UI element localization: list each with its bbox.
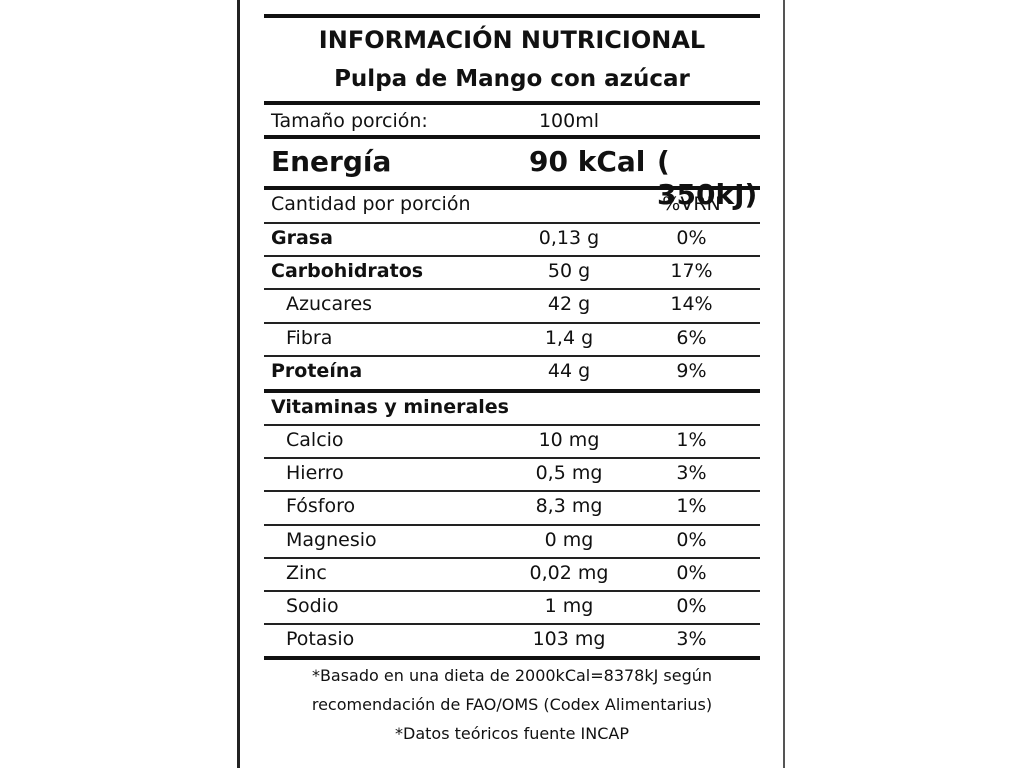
mineral-row-zinc: Zinc 0,02 mg 0% xyxy=(264,558,760,591)
section-rule xyxy=(264,389,760,393)
nutrient-pct: 3% xyxy=(676,462,707,484)
nutrition-label: INFORMACIÓN NUTRICIONAL Pulpa de Mango c… xyxy=(237,0,785,768)
serving-value: 100ml xyxy=(538,110,600,132)
nutrient-pct: 0% xyxy=(676,529,707,551)
footnote-line-1: *Basado en una dieta de 2000kCal=8378kJ … xyxy=(311,666,713,685)
nutrient-pct: 0% xyxy=(676,227,707,249)
nutrient-name: Hierro xyxy=(286,462,344,484)
divider xyxy=(264,255,760,257)
nutrient-pct: 1% xyxy=(676,495,707,517)
serving-row: Tamaño porción: 100ml xyxy=(264,106,760,139)
nutrient-amount: 1 mg xyxy=(544,595,594,617)
header-row: Cantidad por porción %VRN xyxy=(264,189,760,222)
macro-row-fibra: Fibra 1,4 g 6% xyxy=(264,323,760,356)
nutrient-name: Calcio xyxy=(286,429,344,451)
nutrient-name: Potasio xyxy=(286,628,355,650)
nutrient-name: Carbohidratos xyxy=(271,260,424,282)
mineral-row-magnesio: Magnesio 0 mg 0% xyxy=(264,525,760,558)
energy-rule xyxy=(264,186,760,190)
divider xyxy=(264,590,760,592)
nutrient-amount: 42 g xyxy=(547,293,591,315)
nutrient-pct: 3% xyxy=(676,628,707,650)
divider xyxy=(264,288,760,290)
energy-label: Energía xyxy=(271,145,392,178)
footnote-line-2: recomendación de FAO/OMS (Codex Alimenta… xyxy=(311,695,713,714)
energy-kcal: 90 kCal xyxy=(529,145,646,178)
nutrient-pct: 14% xyxy=(670,293,713,315)
nutrient-amount: 8,3 mg xyxy=(535,495,603,517)
nutrient-name: Fibra xyxy=(286,327,333,349)
mineral-row-fosforo: Fósforo 8,3 mg 1% xyxy=(264,491,760,524)
bottom-rule xyxy=(264,656,760,660)
divider xyxy=(264,524,760,526)
divider xyxy=(264,490,760,492)
nutrient-amount: 0,13 g xyxy=(538,227,600,249)
nutrient-name: Proteína xyxy=(271,360,363,382)
nutrient-name: Sodio xyxy=(286,595,339,617)
nutrient-name: Fósforo xyxy=(286,495,356,517)
macro-row-azucares: Azucares 42 g 14% xyxy=(264,289,760,322)
macro-row-grasa: Grasa 0,13 g 0% xyxy=(264,223,760,256)
mineral-row-sodio: Sodio 1 mg 0% xyxy=(264,591,760,624)
mineral-row-potasio: Potasio 103 mg 3% xyxy=(264,624,760,657)
nutrient-amount: 103 mg xyxy=(532,628,606,650)
nutrient-name: Magnesio xyxy=(286,529,377,551)
macro-row-proteina: Proteína 44 g 9% xyxy=(264,356,760,389)
nutrient-amount: 50 g xyxy=(547,260,591,282)
nutrient-pct: 17% xyxy=(670,260,713,282)
nutrient-pct: 0% xyxy=(676,562,707,584)
energy-row: Energía 90 kCal ( 350kJ) xyxy=(264,137,760,211)
mineral-row-hierro: Hierro 0,5 mg 3% xyxy=(264,458,760,491)
nutrient-amount: 44 g xyxy=(547,360,591,382)
serving-rule xyxy=(264,135,760,139)
nutrient-pct: 6% xyxy=(676,327,707,349)
vitamins-title: Vitaminas y minerales xyxy=(271,396,509,418)
header-pct: %VRN xyxy=(662,193,721,215)
nutrient-amount: 0,02 mg xyxy=(529,562,609,584)
divider xyxy=(264,557,760,559)
divider xyxy=(264,322,760,324)
nutrient-amount: 0,5 mg xyxy=(535,462,603,484)
divider xyxy=(264,355,760,357)
top-rule xyxy=(264,14,760,18)
divider xyxy=(264,222,760,224)
nutrient-amount: 0 mg xyxy=(544,529,594,551)
nutrient-name: Azucares xyxy=(286,293,373,315)
nutrient-pct: 9% xyxy=(676,360,707,382)
nutrient-amount: 10 mg xyxy=(538,429,600,451)
subtitle-rule xyxy=(264,101,760,105)
mineral-row-calcio: Calcio 10 mg 1% xyxy=(264,425,760,458)
label-subtitle: Pulpa de Mango con azúcar xyxy=(334,66,690,92)
divider xyxy=(264,424,760,426)
vitamins-header-row: Vitaminas y minerales xyxy=(264,392,760,425)
nutrient-pct: 0% xyxy=(676,595,707,617)
nutrient-name: Grasa xyxy=(271,227,333,249)
divider xyxy=(264,623,760,625)
header-label: Cantidad por porción xyxy=(271,193,471,215)
macro-row-carbohidratos: Carbohidratos 50 g 17% xyxy=(264,256,760,289)
nutrient-name: Zinc xyxy=(286,562,327,584)
nutrient-amount: 1,4 g xyxy=(544,327,594,349)
label-title: INFORMACIÓN NUTRICIONAL xyxy=(318,26,706,54)
divider xyxy=(264,457,760,459)
footnote-line-3: *Datos teóricos fuente INCAP xyxy=(395,724,629,743)
serving-label: Tamaño porción: xyxy=(271,110,428,132)
energy-kj: ( 350kJ) xyxy=(657,145,758,211)
nutrient-pct: 1% xyxy=(676,429,707,451)
